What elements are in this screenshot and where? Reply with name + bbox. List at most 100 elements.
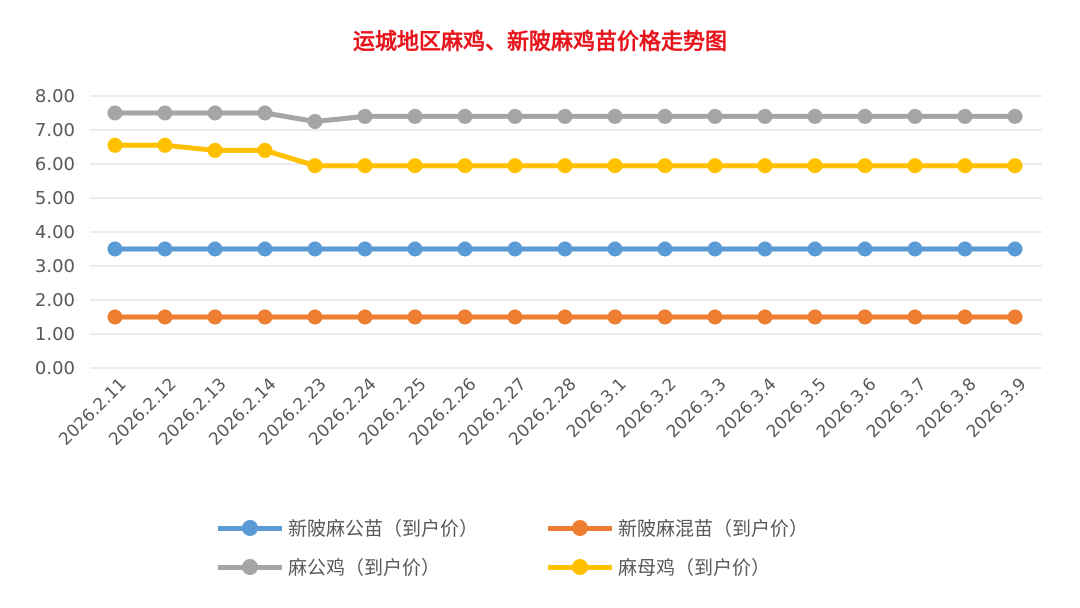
data-point [207, 105, 223, 121]
y-tick-label: 8.00 [35, 86, 75, 107]
data-point [907, 108, 923, 124]
data-point [857, 241, 873, 257]
data-point [1007, 158, 1023, 174]
data-point [357, 158, 373, 174]
data-point [257, 309, 273, 325]
data-point [657, 108, 673, 124]
data-point [907, 241, 923, 257]
data-point [657, 241, 673, 257]
data-point [457, 309, 473, 325]
data-point [307, 114, 323, 129]
data-point [607, 241, 623, 257]
legend-marker [548, 557, 612, 577]
data-point [957, 158, 973, 174]
data-point [557, 309, 573, 325]
data-point [1007, 309, 1023, 325]
y-tick-label: 6.00 [35, 154, 75, 175]
data-point [757, 108, 773, 124]
data-point [807, 309, 823, 325]
legend-item: 麻母鸡（到户价） [548, 553, 770, 580]
data-point [757, 241, 773, 257]
data-point [357, 241, 373, 257]
data-point [207, 241, 223, 257]
data-point [407, 309, 423, 325]
data-point [457, 158, 473, 174]
data-point [407, 241, 423, 257]
y-tick-label: 1.00 [35, 324, 75, 345]
data-point [507, 309, 523, 325]
data-point [507, 108, 523, 124]
data-point [807, 158, 823, 174]
data-point [307, 158, 323, 174]
data-point [707, 241, 723, 257]
data-point [907, 309, 923, 325]
legend-label: 麻公鸡（到户价） [288, 557, 441, 579]
data-point [957, 108, 973, 124]
data-point [607, 309, 623, 325]
data-point [357, 309, 373, 325]
data-point [107, 105, 123, 121]
y-tick-label: 5.00 [35, 188, 75, 209]
data-point [757, 158, 773, 174]
data-point [457, 241, 473, 257]
data-point [957, 241, 973, 257]
data-point [857, 309, 873, 325]
data-point [657, 309, 673, 325]
data-point [307, 309, 323, 325]
data-point [1007, 241, 1023, 257]
legend-label: 新陂麻混苗（到户价） [618, 518, 809, 540]
data-point [957, 309, 973, 325]
data-point [707, 158, 723, 174]
y-tick-label: 7.00 [35, 120, 75, 141]
data-point [307, 241, 323, 257]
data-point [407, 108, 423, 124]
data-point [357, 108, 373, 124]
data-point [257, 105, 273, 121]
y-tick-label: 0.00 [35, 358, 75, 379]
data-point [807, 108, 823, 124]
data-point [557, 158, 573, 174]
data-point [857, 158, 873, 174]
data-point [157, 309, 173, 325]
legend-label: 麻母鸡（到户价） [618, 557, 771, 579]
data-point [157, 241, 173, 257]
legend-item: 新陂麻混苗（到户价） [548, 514, 808, 541]
y-tick-label: 3.00 [35, 256, 75, 277]
data-point [457, 108, 473, 124]
data-point [1007, 108, 1023, 124]
chart-title: 运城地区麻鸡、新陂麻鸡苗价格走势图 [352, 29, 727, 55]
data-point [757, 309, 773, 325]
data-point [907, 158, 923, 174]
data-point [207, 142, 223, 158]
data-point [407, 158, 423, 174]
legend-item: 麻公鸡（到户价） [218, 553, 440, 580]
legend-marker [218, 557, 282, 577]
data-point [507, 158, 523, 174]
data-point [607, 108, 623, 124]
data-point [557, 108, 573, 124]
y-tick-label: 2.00 [35, 290, 75, 311]
legend-marker [548, 518, 612, 538]
legend-marker [218, 518, 282, 538]
data-point [107, 309, 123, 325]
data-point [107, 137, 123, 153]
data-point [707, 309, 723, 325]
data-point [857, 108, 873, 124]
data-point [257, 241, 273, 257]
data-point [157, 137, 173, 153]
legend-item: 新陂麻公苗（到户价） [218, 514, 478, 541]
data-point [507, 241, 523, 257]
legend-label: 新陂麻公苗（到户价） [288, 518, 479, 540]
data-point [107, 241, 123, 257]
data-point [557, 241, 573, 257]
data-point [607, 158, 623, 174]
data-point [707, 108, 723, 124]
data-point [207, 309, 223, 325]
data-point [657, 158, 673, 174]
y-tick-label: 4.00 [35, 222, 75, 243]
data-point [157, 105, 173, 121]
data-point [257, 142, 273, 158]
data-point [807, 241, 823, 257]
